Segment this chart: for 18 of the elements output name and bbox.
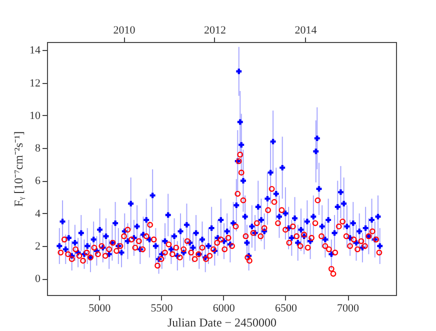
x-tick-label: 6000: [212, 302, 236, 314]
x-tick-label: 6500: [274, 302, 298, 314]
x2-tick-label: 2012: [204, 24, 226, 36]
y-tick-label: 8: [35, 142, 41, 155]
y-tick-label: 2: [35, 240, 40, 253]
y-tick-label: 0: [35, 273, 41, 286]
y-tick-label: 6: [35, 175, 41, 188]
y-tick-label: 14: [30, 44, 41, 57]
x-tick-label: 7000: [337, 302, 360, 314]
x2-tick-label: 2010: [113, 24, 136, 36]
y-tick-label: 4: [35, 208, 41, 220]
x-tick-label: 5000: [88, 302, 112, 314]
y-axis-title: Fᵧ [10⁻⁷cm⁻²s⁻¹]: [12, 131, 26, 207]
x-axis-title: Julian Date − 2450000: [167, 316, 277, 330]
x-tick-label: 5500: [150, 302, 174, 314]
x2-tick-label: 2014: [294, 24, 318, 36]
y-tick-label: 12: [30, 77, 40, 90]
y-tick-label: 10: [30, 110, 41, 122]
